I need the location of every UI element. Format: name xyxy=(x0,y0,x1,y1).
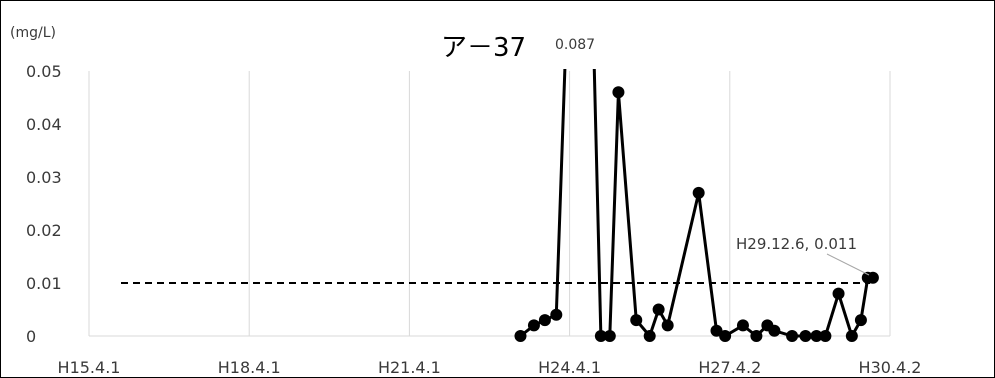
data-point xyxy=(594,330,607,342)
data-point xyxy=(736,319,749,332)
data-point xyxy=(768,324,781,337)
y-tick-label: 0.01 xyxy=(26,274,62,293)
x-tick-label: H21.4.1 xyxy=(378,358,441,377)
y-axis-unit: (mg/L) xyxy=(10,25,56,41)
data-point xyxy=(692,186,705,199)
series-line xyxy=(514,69,879,342)
grid xyxy=(88,71,891,336)
data-point xyxy=(603,330,616,342)
data-point xyxy=(514,330,527,342)
tick-labels: 0 0.01 0.02 0.03 0.04 0.05 H15.4.1 H18.4.1 H21.4… xyxy=(26,62,921,377)
data-point xyxy=(538,314,551,327)
annotation-leader-line xyxy=(826,253,870,276)
data-point xyxy=(799,330,812,342)
x-tick-label: H24.4.1 xyxy=(538,358,601,377)
data-point xyxy=(612,86,625,99)
data-point xyxy=(652,303,665,316)
data-point xyxy=(786,330,799,342)
x-tick-label: H18.4.1 xyxy=(218,358,281,377)
data-point xyxy=(719,330,732,342)
y-tick-label: 0.02 xyxy=(26,221,62,240)
y-tick-label: 0 xyxy=(26,327,36,346)
data-point xyxy=(819,330,832,342)
data-point xyxy=(550,308,563,321)
data-point xyxy=(810,330,823,342)
chart-title: ア－37 xyxy=(441,33,526,63)
data-point xyxy=(845,330,858,342)
y-tick-label: 0.03 xyxy=(26,168,62,187)
data-point xyxy=(710,324,723,337)
x-tick-label: H27.4.2 xyxy=(698,358,761,377)
y-tick-label: 0.05 xyxy=(26,62,62,81)
x-tick-label: H30.4.2 xyxy=(859,358,922,377)
data-point xyxy=(527,319,540,332)
peak-annotation: 0.087 xyxy=(555,37,595,53)
data-point xyxy=(866,271,879,284)
data-point xyxy=(630,314,643,327)
data-point xyxy=(750,330,763,342)
data-point xyxy=(661,319,674,332)
y-tick-label: 0.04 xyxy=(26,115,62,134)
x-tick-label: H15.4.1 xyxy=(58,358,121,377)
data-point xyxy=(854,314,867,327)
data-point xyxy=(832,287,845,300)
data-point xyxy=(643,330,656,342)
last-point-annotation: H29.12.6, 0.011 xyxy=(736,235,857,253)
